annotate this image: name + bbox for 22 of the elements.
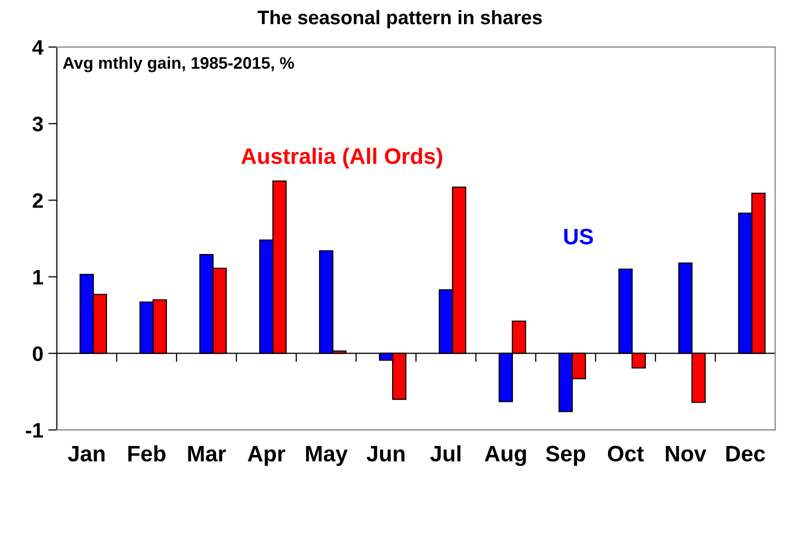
y-tick-label: 1: [33, 270, 44, 284]
x-tick-label: Feb: [128, 445, 166, 462]
chart-title: The seasonal pattern in shares: [258, 10, 542, 28]
y-tick-label: 2: [32, 193, 43, 208]
x-tick-label: Nov: [666, 446, 706, 462]
x-tick-label: Apr: [248, 446, 286, 466]
x-tick-label: Aug: [484, 446, 526, 466]
x-tick-label: Mar: [188, 446, 226, 462]
x-tick-label: Oct: [608, 446, 644, 462]
y-tick-label: 3: [32, 116, 43, 132]
series-label: Australia (All Ords): [241, 148, 442, 168]
y-tick-label: 4: [32, 40, 44, 55]
x-tick-label: Jun: [366, 446, 404, 462]
x-tick-label: Sep: [546, 446, 586, 466]
x-tick-label: Jan: [68, 446, 105, 462]
series-label: US: [564, 228, 593, 244]
y-tick-label: 0: [32, 346, 43, 362]
text: Avg mthly gain, 1985-2015, %: [62, 56, 294, 72]
x-tick-label: Jul: [430, 445, 460, 462]
x-tick-label: Dec: [726, 446, 765, 462]
y-tick-label: -1: [26, 423, 44, 438]
x-tick-label: May: [306, 446, 348, 466]
